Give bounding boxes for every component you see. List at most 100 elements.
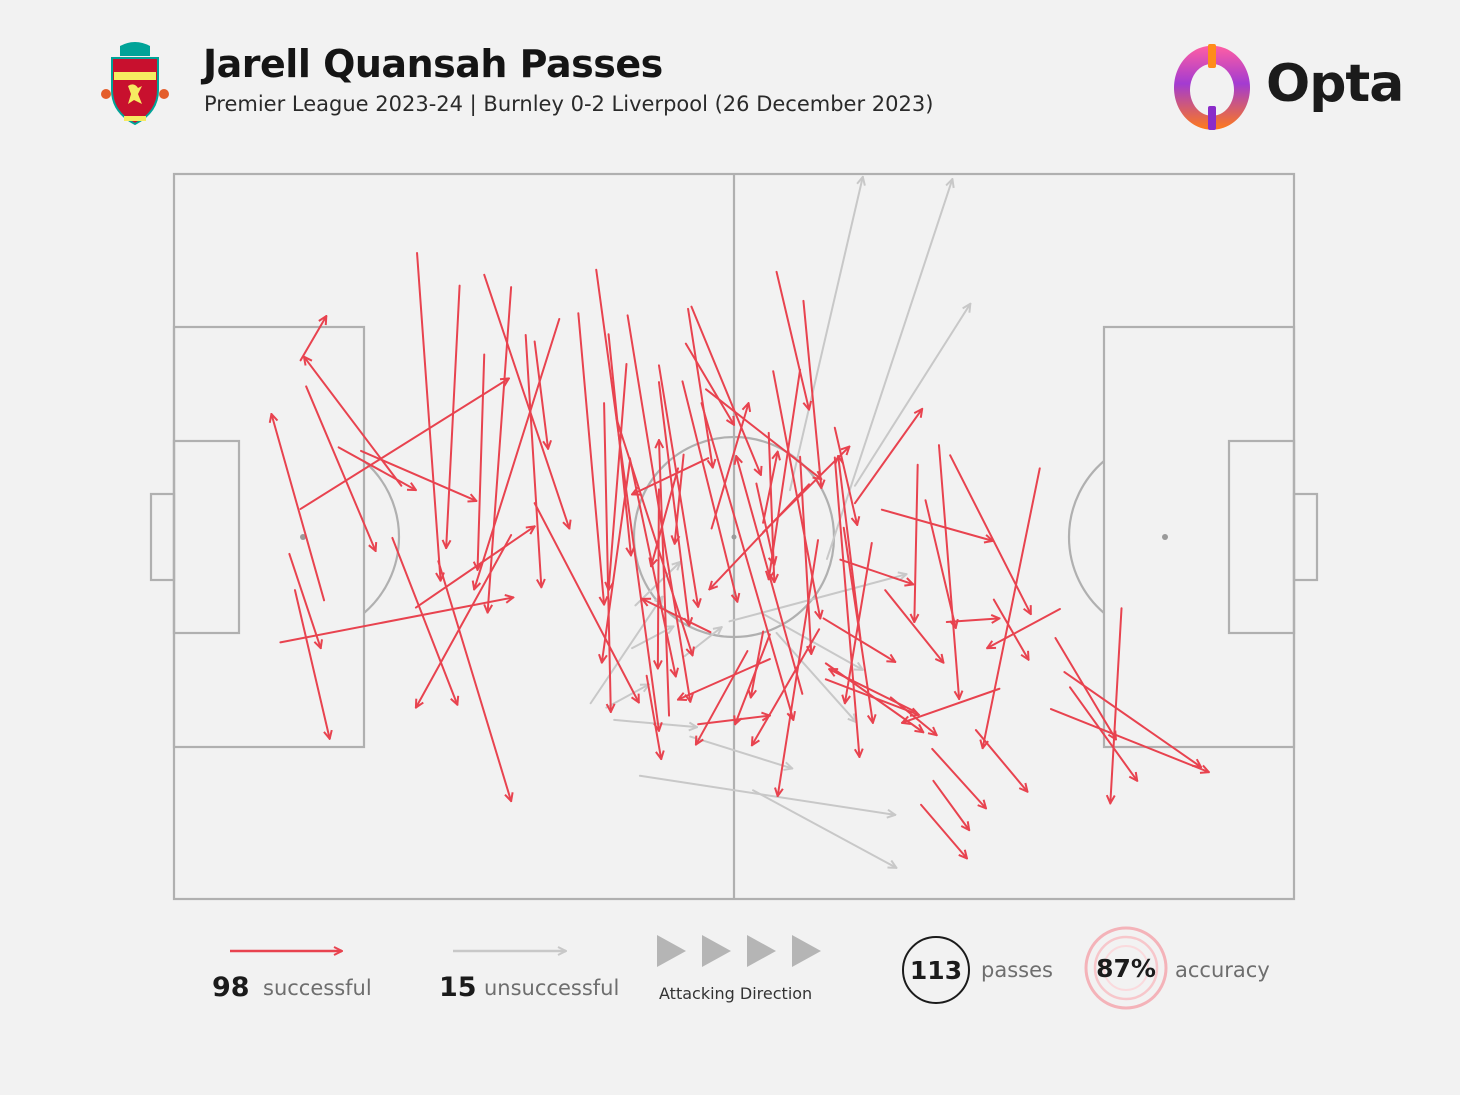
- successful-pass-8: [271, 414, 326, 602]
- successful-pass-37: [700, 402, 794, 720]
- successful-pass-13: [416, 252, 441, 581]
- successful-pass-30: [603, 402, 611, 712]
- right-penalty-box: [1102, 325, 1296, 749]
- unsuccessful-count: 15: [439, 972, 477, 1003]
- successful-pass-43: [651, 467, 679, 566]
- successful-pass-64: [659, 440, 671, 717]
- successful-pass-69: [752, 628, 821, 745]
- successful-pass-14: [446, 284, 461, 548]
- successful-pass-3: [288, 552, 320, 648]
- successful-pass-28: [609, 362, 628, 590]
- successful-pass-48: [762, 452, 778, 524]
- successful-pass-4: [437, 560, 511, 801]
- unsuccessful-pass-9: [689, 735, 792, 769]
- chart-subtitle: Premier League 2023-24 | Burnley 0-2 Liv…: [204, 92, 934, 116]
- pitch-markings: [149, 172, 1319, 901]
- successful-pass-22: [474, 318, 561, 589]
- successful-count: 98: [212, 972, 250, 1003]
- unsuccessful-label: unsuccessful: [484, 976, 620, 1000]
- successful-pass-19: [483, 273, 569, 529]
- successful-pass-39: [705, 388, 821, 479]
- left-six-yard-box: [172, 439, 241, 635]
- unsuccessful-pass-3: [853, 304, 970, 487]
- successful-pass-98: [842, 526, 873, 723]
- unsuccessful-pass-10: [752, 789, 896, 868]
- successful-pass-50: [799, 455, 811, 654]
- successful-pass-90: [931, 747, 986, 808]
- successful-pass-71: [853, 409, 922, 505]
- successful-pass-7: [293, 589, 330, 739]
- successful-pass-62: [678, 658, 771, 700]
- successful-pass-35: [658, 488, 659, 668]
- successful-pass-76: [924, 499, 956, 628]
- unsuccessful-passes: [589, 177, 971, 868]
- successful-pass-26: [533, 502, 639, 702]
- successful-pass-17: [478, 353, 486, 570]
- successful-pass-51: [769, 368, 802, 580]
- successful-pass-59: [833, 426, 857, 525]
- successful-pass-11: [305, 385, 375, 551]
- passes-value: 113: [909, 955, 963, 985]
- liverpool-crest-icon: [101, 42, 169, 126]
- successful-pass-75: [880, 508, 993, 541]
- successful-pass-80: [992, 598, 1029, 660]
- successful-pass-23: [524, 333, 542, 587]
- successful-pass-92: [920, 803, 967, 859]
- right-penalty-spot: [1162, 534, 1168, 540]
- successful-pass-15: [488, 286, 513, 613]
- successful-pass-86: [1054, 637, 1115, 740]
- successful-pass-78: [937, 444, 959, 699]
- chart-title: Jarell Quansah Passes: [203, 42, 663, 86]
- unsuccessful-pass-15: [589, 597, 663, 705]
- unsuccessful-pass-2: [825, 179, 952, 560]
- opta-wordmark: Opta: [1266, 54, 1404, 114]
- successful-pass-79: [945, 618, 1000, 622]
- unsuccessful-pass-8: [638, 774, 895, 815]
- successful-pass-47: [755, 482, 774, 565]
- successful-pass-73: [884, 589, 943, 663]
- successful-pass-94: [829, 669, 916, 713]
- successful-pass-93: [932, 779, 969, 830]
- successful-pass-84: [1069, 686, 1137, 781]
- opta-logo-icon: [1174, 44, 1250, 130]
- right-penalty-arc: [1067, 460, 1105, 614]
- successful-pass-31: [595, 268, 659, 731]
- left-goal: [149, 492, 176, 582]
- successful-pass-81: [902, 687, 1001, 723]
- successful-pass-10: [279, 597, 513, 644]
- successful-pass-42: [675, 453, 685, 544]
- successful-pass-53: [684, 342, 734, 425]
- attacking-direction-label: Attacking Direction: [659, 984, 813, 1003]
- successful-pass-68: [822, 617, 896, 662]
- attacking-direction-icon: [657, 935, 821, 967]
- successful-label: successful: [263, 976, 372, 1000]
- successful-pass-74: [914, 463, 917, 622]
- successful-pass-57: [802, 299, 821, 488]
- successful-pass-18: [414, 526, 535, 609]
- left-penalty-spot: [300, 534, 306, 540]
- successful-pass-55: [690, 305, 760, 475]
- unsuccessful-pass-12: [605, 684, 649, 709]
- right-goal: [1292, 492, 1319, 582]
- successful-pass-60: [736, 456, 804, 695]
- successful-pass-54: [687, 307, 713, 468]
- successful-pass-85: [1110, 607, 1123, 803]
- successful-pass-63: [697, 716, 770, 726]
- left-penalty-box: [172, 325, 366, 749]
- successful-pass-1: [337, 446, 416, 490]
- successful-pass-82: [983, 467, 1041, 748]
- unsuccessful-pass-6: [728, 574, 907, 623]
- right-six-yard-box: [1227, 439, 1296, 635]
- successful-pass-97: [778, 539, 819, 796]
- successful-passes: [271, 252, 1208, 859]
- successful-pass-9: [299, 316, 327, 362]
- successful-pass-38: [710, 403, 749, 530]
- successful-pass-16: [416, 534, 513, 708]
- left-penalty-arc: [363, 460, 401, 614]
- accuracy-ring-icon: [1084, 926, 1168, 1010]
- successful-pass-89: [974, 729, 1028, 792]
- passes-label: passes: [981, 958, 1053, 982]
- successful-pass-65: [751, 630, 765, 697]
- successful-pass-36: [657, 364, 698, 606]
